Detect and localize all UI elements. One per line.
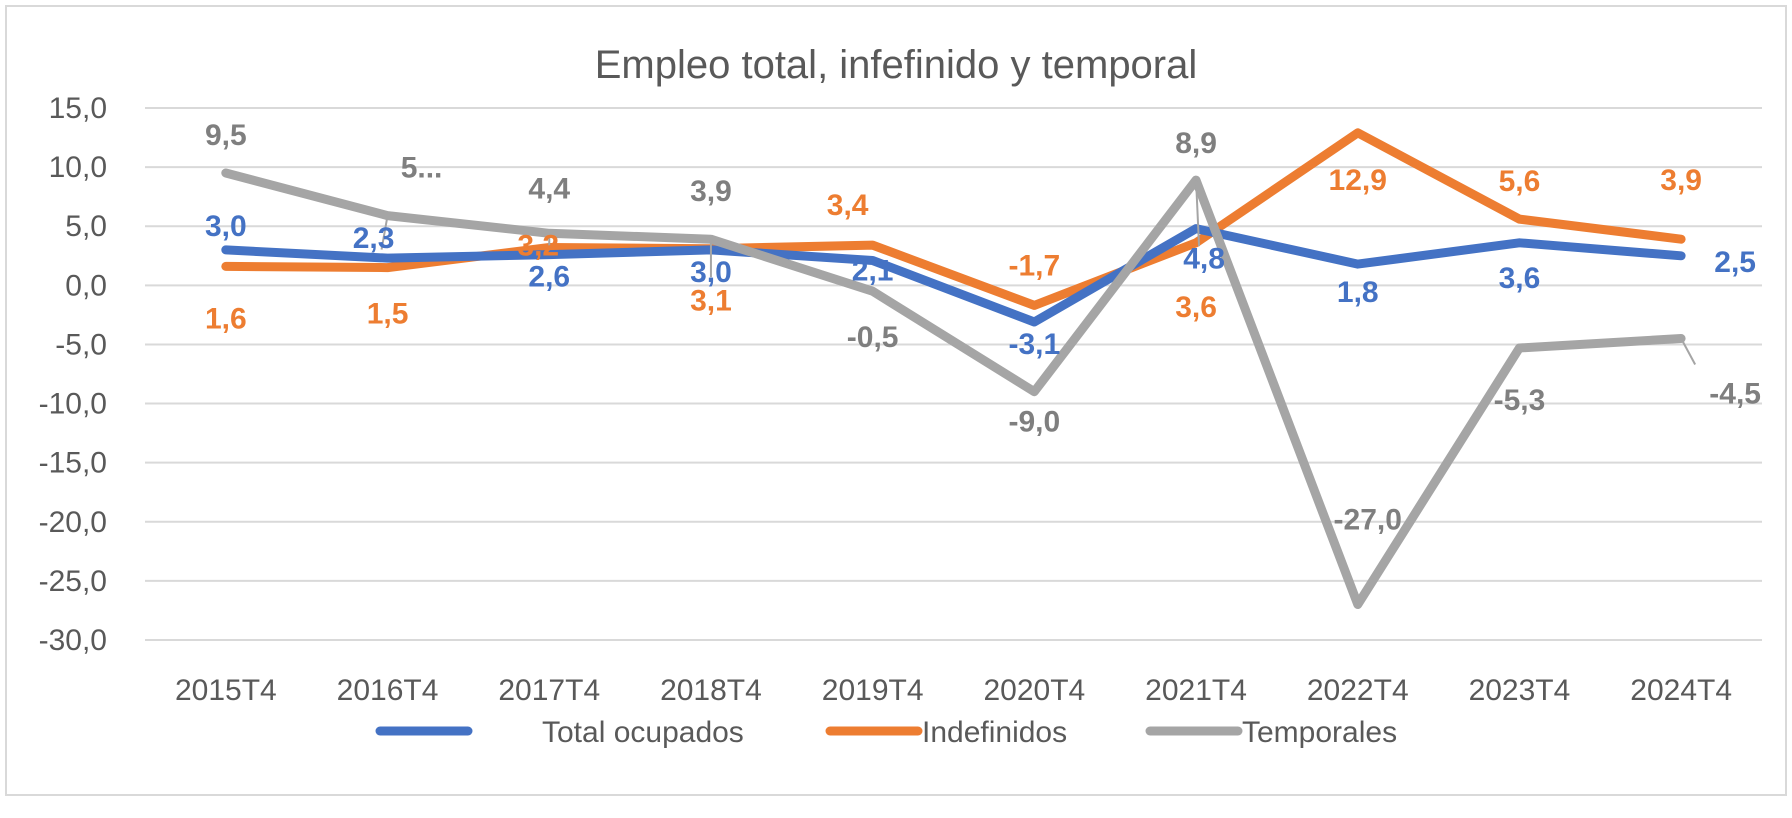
data-label: -4,5 xyxy=(1709,378,1761,411)
data-label: -27,0 xyxy=(1334,504,1402,537)
data-label: 5... xyxy=(401,152,443,185)
series-lines xyxy=(221,128,1686,609)
legend-label: Temporales xyxy=(1242,716,1397,749)
series-line-total-ocupados xyxy=(221,224,1686,327)
x-tick-label: 2024T4 xyxy=(1630,674,1732,707)
legend-label: Indefinidos xyxy=(922,716,1067,749)
data-label: 3,0 xyxy=(205,210,247,243)
label-leader-line xyxy=(1680,338,1697,366)
data-label: 9,5 xyxy=(205,119,247,152)
x-axis-ticks: 2015T4 2016T4 2017T4 2018T4 2019T4 2020T4 2021… xyxy=(175,674,1732,707)
data-label: -5,3 xyxy=(1494,384,1546,417)
y-tick-label: 5,0 xyxy=(65,210,107,243)
label-leader-line xyxy=(1195,180,1201,247)
data-label: 8,9 xyxy=(1175,127,1217,160)
y-tick-label: 10,0 xyxy=(49,151,107,184)
data-label: 3,6 xyxy=(1499,262,1541,295)
x-tick-label: 2023T4 xyxy=(1469,674,1571,707)
y-tick-label: -20,0 xyxy=(39,506,107,539)
data-label: 2,3 xyxy=(353,222,395,255)
x-tick-label: 2021T4 xyxy=(1145,674,1247,707)
data-label: -0,5 xyxy=(847,321,899,354)
gridlines xyxy=(145,107,1762,641)
x-tick-label: 2016T4 xyxy=(337,674,439,707)
data-label: 2,6 xyxy=(528,261,570,294)
label-leader-lines xyxy=(380,180,1697,606)
x-tick-label: 2018T4 xyxy=(660,674,762,707)
data-label: 3,1 xyxy=(690,285,732,318)
y-tick-label: -25,0 xyxy=(39,565,107,598)
chart-title: Empleo total, infefinido y temporal xyxy=(595,43,1198,87)
x-tick-label: 2020T4 xyxy=(983,674,1085,707)
data-label: 3,6 xyxy=(1175,291,1217,324)
x-tick-label: 2017T4 xyxy=(498,674,600,707)
y-tick-label: 0,0 xyxy=(65,269,107,302)
data-labels: 3,0 2,3 2,6 3,0 2,1 -3,1 4,8 1,8 3,6 2,5 1,6 1,5 3,2… xyxy=(205,119,1761,537)
label-leader-line xyxy=(1356,568,1382,606)
data-label: 3,2 xyxy=(517,230,559,263)
data-label: 1,8 xyxy=(1337,276,1379,309)
legend-label: Total ocupados xyxy=(542,716,744,749)
series-line-temporales xyxy=(221,168,1686,609)
data-label: 3,0 xyxy=(690,256,732,289)
data-label: 3,9 xyxy=(690,175,732,208)
y-tick-label: -30,0 xyxy=(39,624,107,657)
data-label: 5,6 xyxy=(1499,165,1541,198)
data-label: 3,4 xyxy=(827,189,869,222)
data-label: 4,4 xyxy=(528,172,570,205)
data-label: 4,8 xyxy=(1183,243,1225,276)
data-label: -9,0 xyxy=(1008,406,1060,439)
data-label: -1,7 xyxy=(1008,249,1060,282)
data-label: 2,5 xyxy=(1714,246,1756,279)
x-tick-label: 2019T4 xyxy=(822,674,924,707)
legend: Total ocupados Indefinidos Temporales xyxy=(375,716,1397,749)
y-tick-label: -5,0 xyxy=(55,328,107,361)
data-label: 1,5 xyxy=(367,298,409,331)
x-tick-label: 2022T4 xyxy=(1307,674,1409,707)
data-label: -3,1 xyxy=(1008,328,1060,361)
data-label: 1,6 xyxy=(205,302,247,335)
x-tick-label: 2015T4 xyxy=(175,674,277,707)
y-tick-label: -15,0 xyxy=(39,447,107,480)
label-leader-line xyxy=(380,215,389,250)
data-label: 12,9 xyxy=(1329,164,1387,197)
data-label: 3,9 xyxy=(1660,164,1702,197)
data-label: 2,1 xyxy=(852,255,894,288)
y-axis-ticks: 15,0 10,0 5,0 0,0 -5,0 -10,0 -15,0 -20,0 -25,0 -3… xyxy=(39,92,107,657)
y-tick-label: -10,0 xyxy=(39,388,107,421)
y-tick-label: 15,0 xyxy=(49,92,107,125)
